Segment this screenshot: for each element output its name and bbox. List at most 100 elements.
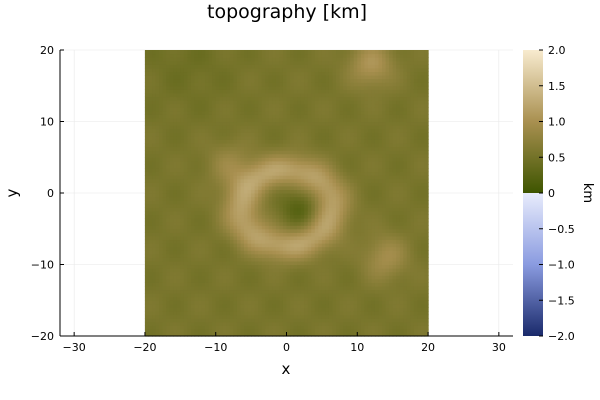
heatmap-cell	[282, 307, 288, 312]
heatmap-cell	[282, 167, 288, 173]
heatmap-cell	[332, 332, 337, 337]
heatmap-cell	[325, 203, 330, 208]
heatmap-cell	[321, 121, 327, 126]
heatmap-cell	[346, 321, 351, 326]
heatmap-cell	[169, 210, 174, 216]
heatmap-cell	[180, 196, 185, 201]
heatmap-cell	[233, 139, 238, 144]
heatmap-cell	[321, 153, 327, 158]
heatmap-cell	[261, 300, 266, 305]
heatmap-cell	[350, 114, 355, 119]
heatmap-cell	[240, 82, 245, 87]
heatmap-cell	[339, 200, 344, 205]
heatmap-cell	[275, 264, 281, 269]
heatmap-cell	[350, 132, 355, 137]
heatmap-cell	[194, 53, 199, 58]
heatmap-cell	[272, 257, 277, 262]
heatmap-cell	[144, 318, 150, 323]
heatmap-cell	[325, 117, 330, 123]
heatmap-cell	[183, 60, 189, 65]
heatmap-cell	[180, 268, 185, 273]
heatmap-cell	[201, 60, 206, 65]
heatmap-cell	[201, 114, 206, 119]
heatmap-cell	[328, 128, 334, 133]
heatmap-cell	[205, 310, 210, 316]
heatmap-cell	[183, 332, 189, 337]
heatmap-cell	[346, 260, 351, 266]
heatmap-cell	[194, 321, 199, 326]
heatmap-cell	[155, 282, 160, 287]
heatmap-cell	[293, 293, 298, 298]
heatmap-cell	[282, 278, 288, 283]
heatmap-cell	[307, 296, 312, 301]
heatmap-cell	[290, 121, 295, 126]
heatmap-cell	[180, 275, 185, 280]
heatmap-cell	[215, 235, 220, 241]
heatmap-cell	[286, 171, 291, 176]
heatmap-cell	[219, 57, 224, 62]
heatmap-cell	[240, 285, 245, 291]
heatmap-cell	[339, 157, 344, 162]
heatmap-cell	[297, 200, 302, 205]
heatmap-cell	[173, 89, 178, 94]
heatmap-cell	[279, 171, 284, 176]
heatmap-cell	[222, 257, 227, 262]
heatmap-cell	[339, 75, 344, 80]
heatmap-cell	[265, 260, 270, 266]
heatmap-cell	[265, 92, 270, 98]
heatmap-cell	[226, 314, 231, 319]
heatmap-cell	[314, 228, 319, 233]
heatmap-cell	[328, 117, 334, 123]
heatmap-cell	[318, 71, 323, 76]
heatmap-cell	[336, 214, 341, 219]
heatmap-cell	[226, 193, 231, 198]
heatmap-cell	[240, 175, 245, 180]
heatmap-cell	[258, 128, 263, 133]
heatmap-cell	[300, 89, 305, 94]
heatmap-cell	[282, 314, 288, 319]
heatmap-cell	[212, 257, 217, 262]
heatmap-cell	[325, 328, 330, 334]
heatmap-cell	[148, 278, 153, 283]
heatmap-cell	[286, 60, 291, 65]
heatmap-cell	[183, 207, 189, 212]
heatmap-cell	[212, 139, 217, 144]
heatmap-cell	[159, 175, 164, 180]
heatmap-cell	[162, 210, 167, 216]
heatmap-cell	[194, 257, 199, 262]
heatmap-cell	[201, 125, 206, 130]
heatmap-cell	[173, 325, 178, 330]
heatmap-cell	[332, 200, 337, 205]
heatmap-cell	[307, 210, 312, 216]
heatmap-cell	[343, 218, 348, 223]
heatmap-cell	[311, 307, 316, 312]
heatmap-cell	[325, 200, 330, 205]
heatmap-cell	[166, 142, 171, 148]
heatmap-cell	[215, 246, 220, 251]
heatmap-cell	[328, 53, 334, 58]
heatmap-cell	[222, 53, 227, 58]
heatmap-cell	[208, 100, 213, 105]
heatmap-cell	[222, 250, 227, 255]
heatmap-cell	[268, 64, 273, 69]
heatmap-cell	[286, 296, 291, 301]
heatmap-cell	[222, 200, 227, 205]
heatmap-cell	[311, 164, 316, 169]
heatmap-cell	[265, 175, 270, 180]
heatmap-cell	[219, 232, 224, 237]
heatmap-cell	[279, 75, 284, 80]
heatmap-cell	[148, 210, 153, 216]
heatmap-cell	[215, 210, 220, 216]
heatmap-cell	[357, 50, 362, 55]
heatmap-cell	[222, 107, 227, 112]
heatmap-cell	[176, 146, 181, 151]
heatmap-cell	[307, 185, 312, 191]
heatmap-cell	[325, 139, 330, 144]
heatmap-cell	[304, 268, 309, 273]
heatmap-cell	[343, 325, 348, 330]
heatmap-cell	[290, 60, 295, 65]
heatmap-cell	[176, 175, 181, 180]
heatmap-cell	[343, 189, 348, 194]
heatmap-cell	[212, 114, 217, 119]
heatmap-cell	[268, 160, 273, 165]
